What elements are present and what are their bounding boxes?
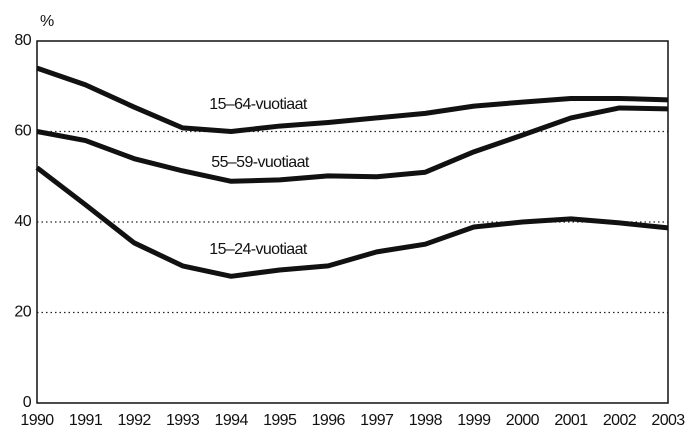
series-label: 15–24-vuotiaat [209,241,308,258]
plot-frame [36,40,669,404]
x-tick-label: 1990 [20,412,54,429]
y-tick-label: 40 [14,213,31,230]
y-tick-label: 0 [23,394,32,411]
x-tick-label: 2003 [651,412,685,429]
y-tick-label: 80 [14,32,31,49]
series-label: 15–64-vuotiaat [209,96,308,113]
series-line [35,165,669,279]
x-tick-label: 1998 [409,412,443,429]
x-tick-label: 2000 [506,412,540,429]
x-tick-label: 1995 [263,412,297,429]
x-tick-label: 2001 [554,412,588,429]
y-tick-label: 20 [14,304,31,321]
x-tick-label: 1993 [166,412,200,429]
x-tick-label: 1999 [457,412,491,429]
x-tick-label: 2002 [603,412,637,429]
series-line [36,105,669,184]
series-line [36,65,669,134]
series-label: 55–59-vuotiaat [211,154,310,171]
x-tick-label: 1991 [69,412,103,429]
y-unit: % [40,13,54,30]
x-tick-label: 1992 [117,412,151,429]
y-tick-label: 60 [14,123,31,140]
x-tick-label: 1994 [215,412,249,429]
x-tick-label: 1997 [360,412,394,429]
x-tick-label: 1996 [312,412,346,429]
